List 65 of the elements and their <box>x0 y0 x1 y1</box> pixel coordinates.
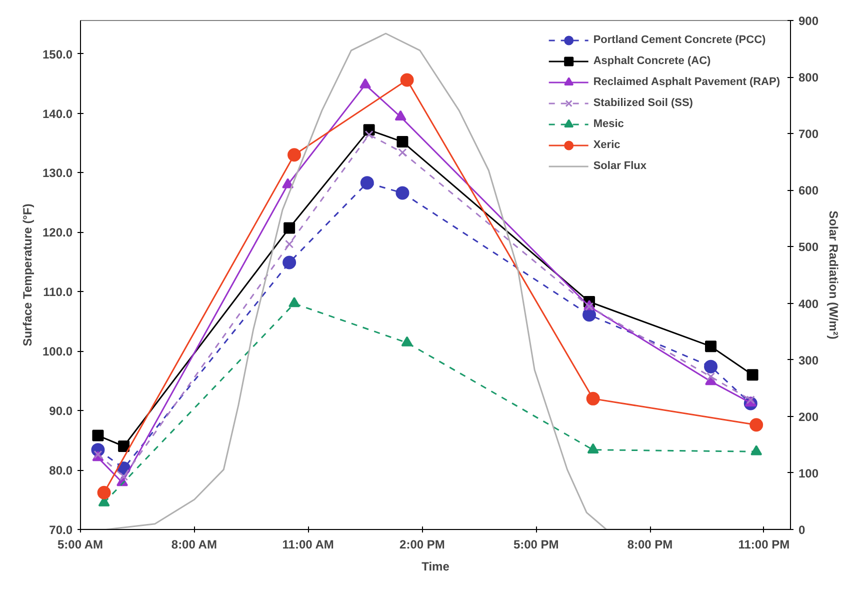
y-tick-label: 110.0 <box>43 285 73 300</box>
y-tick-label: 120.0 <box>42 226 73 240</box>
point <box>282 178 294 188</box>
point <box>401 336 413 346</box>
point <box>97 486 111 500</box>
point <box>118 440 130 452</box>
y-tick-label: 90.0 <box>49 404 73 418</box>
point <box>396 186 410 200</box>
point <box>750 445 762 456</box>
y2-tick-label: 700 <box>798 127 819 142</box>
point <box>394 110 406 120</box>
y-tick-label: 70.0 <box>49 523 73 537</box>
legend-label: Reclaimed Asphalt Pavement (RAP) <box>593 76 780 88</box>
x-axis-title: Time <box>422 560 450 574</box>
point <box>396 136 408 148</box>
x-tick-label: 2:00 PM <box>400 538 445 552</box>
y-tick-label: 140.0 <box>42 106 73 121</box>
y-tick-label: 150.0 <box>42 47 73 62</box>
legend-label: Xeric <box>593 139 620 151</box>
legend-label: Solar Flux <box>593 160 647 172</box>
x-tick-label: 11:00 AM <box>282 538 334 552</box>
point <box>284 222 296 234</box>
y2-axis-title: Solar Radiation (W/m²) <box>826 210 841 340</box>
point <box>706 372 716 381</box>
point <box>398 148 407 157</box>
point <box>92 430 104 442</box>
point <box>746 369 758 381</box>
point <box>586 392 600 406</box>
y2-tick-label: 200 <box>798 410 819 424</box>
y2-tick-label: 500 <box>798 240 819 254</box>
y2-tick-label: 800 <box>798 70 819 85</box>
x-tick-label: 11:00 PM <box>738 538 790 552</box>
x-tick-label: 5:00 AM <box>57 538 104 552</box>
point <box>285 240 294 248</box>
x-tick-label: 5:00 PM <box>513 538 559 552</box>
point <box>364 130 374 139</box>
y2-tick-label: 100 <box>798 466 819 480</box>
point <box>120 472 128 481</box>
point <box>288 297 300 308</box>
x-tick-label: 8:00 PM <box>627 538 673 552</box>
y2-tick-label: 300 <box>798 353 819 368</box>
legend-label: Portland Cement Concrete (PCC) <box>593 34 766 46</box>
point <box>705 340 717 352</box>
x-tick-label: 8:00 AM <box>171 538 217 552</box>
y-tick-label: 100.0 <box>42 344 73 359</box>
point <box>94 450 102 459</box>
y-tick-label: 80.0 <box>49 464 73 478</box>
y2-tick-label: 0 <box>798 523 806 537</box>
point <box>360 176 374 190</box>
point <box>360 78 372 88</box>
point <box>582 308 596 322</box>
y2-tick-label: 600 <box>798 184 819 198</box>
y2-tick-label: 900 <box>798 14 819 28</box>
point <box>587 443 599 454</box>
legend-label: Mesic <box>593 118 624 130</box>
point <box>704 360 718 374</box>
point <box>282 256 296 270</box>
y2-tick-label: 400 <box>798 296 819 311</box>
y-tick-label: 130.0 <box>42 166 73 180</box>
point <box>288 148 302 162</box>
y-axis-title: Surface Temperature (°F) <box>20 204 34 346</box>
point <box>750 418 764 432</box>
legend-label: Asphalt Concrete (AC) <box>593 55 711 67</box>
point <box>400 73 414 87</box>
legend-label: Stabilized Soil (SS) <box>593 97 693 109</box>
